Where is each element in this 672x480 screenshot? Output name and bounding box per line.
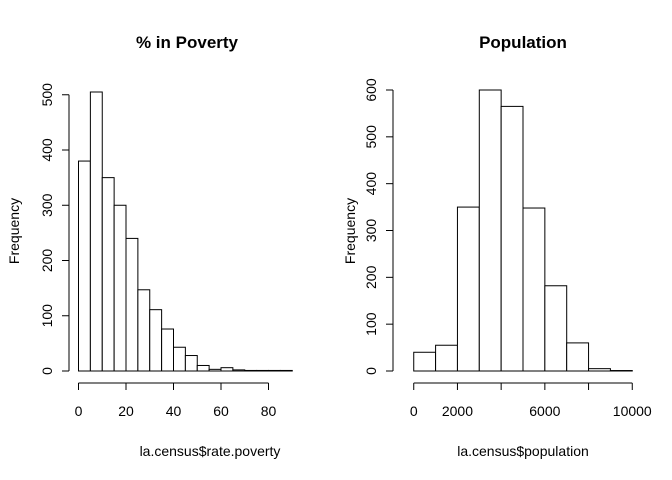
histogram-bar (256, 369, 269, 372)
histogram-bar (208, 368, 222, 372)
x-tick-label: 10000 (613, 403, 652, 419)
histogram-bar (279, 369, 293, 372)
x-tick-label: 0 (410, 403, 418, 419)
histogram-bar (173, 346, 186, 372)
y-axis-label: Frequency (6, 198, 22, 264)
histogram-bar (500, 105, 524, 372)
histogram-bar (268, 369, 281, 372)
y-tick-label: 200 (363, 265, 379, 289)
histogram-bar (220, 367, 234, 372)
y-tick-label: 400 (39, 138, 55, 162)
y-tick-label: 300 (363, 219, 379, 243)
chart-title: Population (479, 33, 567, 52)
histogram-bar (522, 207, 546, 372)
y-tick-label: 0 (39, 367, 55, 375)
y-axis-label: Frequency (342, 198, 358, 264)
y-tick-label: 400 (363, 172, 379, 196)
histogram-bar (161, 328, 174, 372)
histogram-bar (125, 237, 139, 372)
x-tick-label: 2000 (442, 403, 473, 419)
histogram-bar (232, 369, 246, 372)
x-tick-label: 80 (261, 403, 277, 419)
y-tick-label: 0 (363, 367, 379, 375)
histogram-bar (435, 344, 458, 372)
histogram-bar (137, 289, 151, 372)
y-tick-label: 500 (363, 125, 379, 149)
histogram-bar (78, 160, 91, 372)
histogram-bar (101, 177, 115, 372)
x-tick-label: 0 (75, 403, 83, 419)
x-tick-label: 60 (213, 403, 229, 419)
histogram-bar (456, 206, 480, 372)
y-tick-label: 600 (363, 78, 379, 102)
y-tick-label: 300 (39, 193, 55, 217)
x-tick-label: 20 (118, 403, 134, 419)
histogram-bar (113, 204, 127, 372)
x-tick-label: 40 (166, 403, 182, 419)
y-tick-label: 200 (39, 249, 55, 273)
histogram-bar (413, 351, 437, 372)
histogram-bar (196, 364, 210, 372)
panel-population: Population la.census$population Frequenc… (342, 33, 652, 459)
histogram-bar (566, 342, 590, 372)
histogram-bar (149, 309, 163, 372)
x-tick-label: 6000 (529, 403, 560, 419)
histogram-bar (89, 91, 103, 372)
histogram-bar (478, 89, 502, 372)
panel-poverty: % in Poverty la.census$rate.poverty Freq… (6, 33, 293, 459)
histogram-bar (184, 355, 198, 372)
y-tick-label: 500 (39, 83, 55, 107)
chart-title: % in Poverty (136, 33, 239, 52)
x-axis-label: la.census$population (457, 443, 589, 459)
histogram-bar (544, 285, 568, 372)
x-axis-label: la.census$rate.poverty (140, 443, 281, 459)
histogram-bar (244, 369, 258, 372)
histogram-bar (588, 368, 611, 372)
y-tick-label: 100 (39, 304, 55, 328)
y-tick-label: 100 (363, 312, 379, 336)
